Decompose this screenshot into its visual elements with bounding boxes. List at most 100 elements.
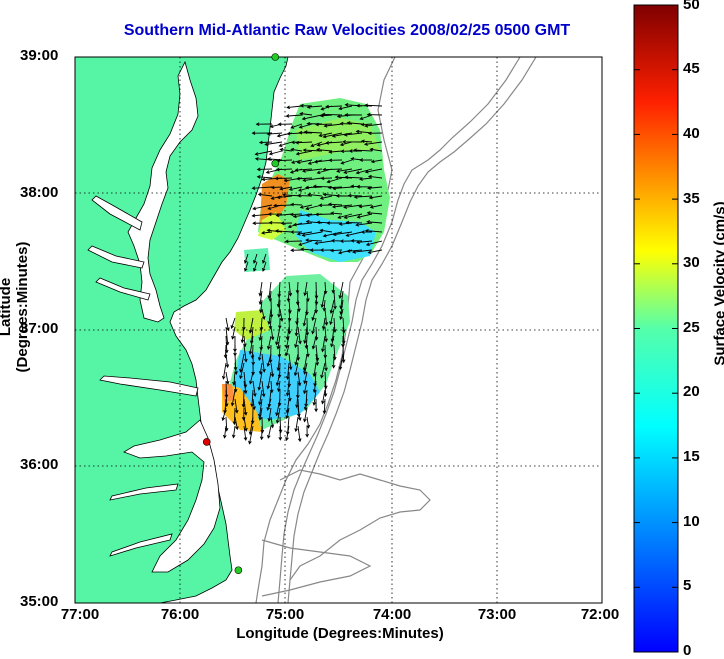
velocity-arrow [303,130,323,134]
velocity-arrow [285,114,303,118]
velocity-arrow [339,308,344,321]
velocity-arrow [370,159,383,164]
velocity-arrow [290,230,303,234]
velocity-arrow [356,240,373,244]
velocity-arrow [291,159,303,164]
velocity-arrow [299,111,313,116]
velocity-arrow [254,150,273,156]
velocity-arrow [270,362,275,378]
velocity-arrow [285,362,290,381]
velocity-arrow [359,177,373,181]
velocity-arrow [312,389,317,406]
velocity-arrow [290,248,303,253]
velocity-arrow [312,184,333,189]
velocity-arrow [337,213,353,219]
velocity-arrow [294,168,313,172]
velocity-arrow [367,131,383,136]
velocity-arrow [288,353,293,371]
velocity-arrow [239,362,245,380]
velocity-arrow [288,281,293,297]
colorbar-tick-label: 0 [683,642,692,659]
velocity-arrow [320,176,333,181]
velocity-arrow [295,389,299,409]
velocity-arrow [330,248,343,253]
colorbar-tick-label: 25 [683,319,700,336]
velocity-arrow [250,389,254,408]
velocity-arrow [248,335,254,355]
velocity-arrow [345,220,363,225]
velocity-arrow [367,249,383,254]
velocity-arrow [298,240,313,246]
colorbar-tick-label: 40 [683,125,700,142]
velocity-arrow [275,398,281,417]
velocity-arrow [252,204,273,211]
velocity-arrow [262,253,267,264]
velocity-arrow [342,139,363,144]
land-mass [75,57,289,603]
velocity-arrow [367,174,383,179]
colorbar-tick-label: 20 [683,383,700,400]
velocity-arrow [368,195,383,200]
velocity-arrow [322,398,327,415]
velocity-arrow [253,261,258,272]
velocity-arrow [312,362,317,378]
velocity-arrow [259,425,264,441]
velocity-arrow [257,371,263,391]
velocity-arrow [296,159,313,165]
velocity-arrows [221,103,383,445]
velocity-arrow [307,192,323,197]
velocity-arrow [296,176,313,181]
velocity-arrow [302,308,308,327]
velocity-arrow [314,240,333,245]
velocity-arrow [321,112,343,117]
velocity-arrow [316,147,333,152]
velocity-arrow [366,220,383,224]
velocity-arrow [267,425,272,439]
velocity-arrow [289,212,303,217]
velocity-arrow [268,150,283,156]
velocity-arrow [326,177,343,184]
velocity-arrow [279,308,284,322]
velocity-arrow [314,398,318,413]
velocity-arrow [303,281,308,297]
velocity-arrow [319,195,333,200]
y-tick-label: 39:00 [20,47,59,64]
velocity-arrow [315,122,333,127]
velocity-arrow [276,335,281,350]
velocity-arrow [323,123,343,128]
velocity-arrow [230,389,236,407]
velocity-arrow [253,253,258,264]
velocity-arrow [306,290,310,303]
velocity-arrow [303,326,308,345]
velocity-arrow [252,380,257,398]
velocity-arrow [346,121,363,125]
velocity-arrow [221,407,227,422]
velocity-arrow [305,425,309,438]
velocity-arrow [363,141,383,146]
velocity-arrow [303,407,308,423]
velocity-arrow [321,389,326,405]
velocity-arrow [292,213,313,219]
velocity-arrow [284,239,303,244]
velocity-arrow [364,123,383,128]
colorbar-tick-label: 15 [683,448,700,465]
velocity-arrow [339,141,353,147]
velocity-arrow [365,240,383,247]
velocity-arrow [305,185,323,190]
velocity-arrow [285,344,290,357]
velocity-arrow [326,221,343,225]
velocity-arrow [294,335,299,349]
velocity-arrow [353,195,373,199]
x-tick-label: 76:00 [160,606,200,623]
velocity-arrow [225,371,230,385]
velocity-arrow [232,407,237,426]
velocity-arrow [340,159,353,165]
velocity-arrow [369,204,383,209]
velocity-arrow [328,150,343,154]
velocity-arrow [328,158,343,163]
x-tick-label: 73:00 [477,606,517,623]
velocity-arrow [278,141,293,147]
y-tick-label: 36:00 [20,456,59,473]
velocity-arrow [320,290,326,309]
velocity-arrow [330,335,335,348]
